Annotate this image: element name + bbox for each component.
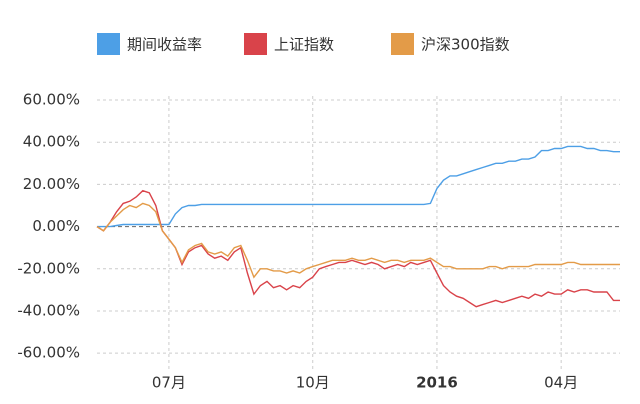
y-tick-label: -60.00% bbox=[17, 344, 80, 362]
y-tick-label: 40.00% bbox=[23, 133, 80, 151]
x-tick-label: 2016 bbox=[416, 374, 458, 392]
series-line bbox=[97, 145, 620, 228]
y-tick-label: -20.00% bbox=[17, 259, 80, 277]
y-tick-label: 0.00% bbox=[32, 217, 80, 235]
legend-label: 沪深300指数 bbox=[421, 36, 510, 54]
x-tick-label: 10月 bbox=[296, 374, 330, 392]
y-tick-label: 60.00% bbox=[23, 91, 80, 109]
x-tick-label: 04月 bbox=[544, 374, 578, 392]
legend-label: 期间收益率 bbox=[127, 36, 202, 54]
legend-swatch bbox=[244, 33, 267, 55]
legend-label: 上证指数 bbox=[274, 36, 334, 54]
x-tick-label: 07月 bbox=[152, 374, 186, 392]
legend-swatch bbox=[97, 33, 120, 55]
y-tick-label: -40.00% bbox=[17, 301, 80, 319]
series-line bbox=[96, 202, 620, 279]
legend-swatch bbox=[391, 33, 414, 55]
y-tick-label: 20.00% bbox=[23, 175, 80, 193]
series-line bbox=[96, 189, 620, 308]
